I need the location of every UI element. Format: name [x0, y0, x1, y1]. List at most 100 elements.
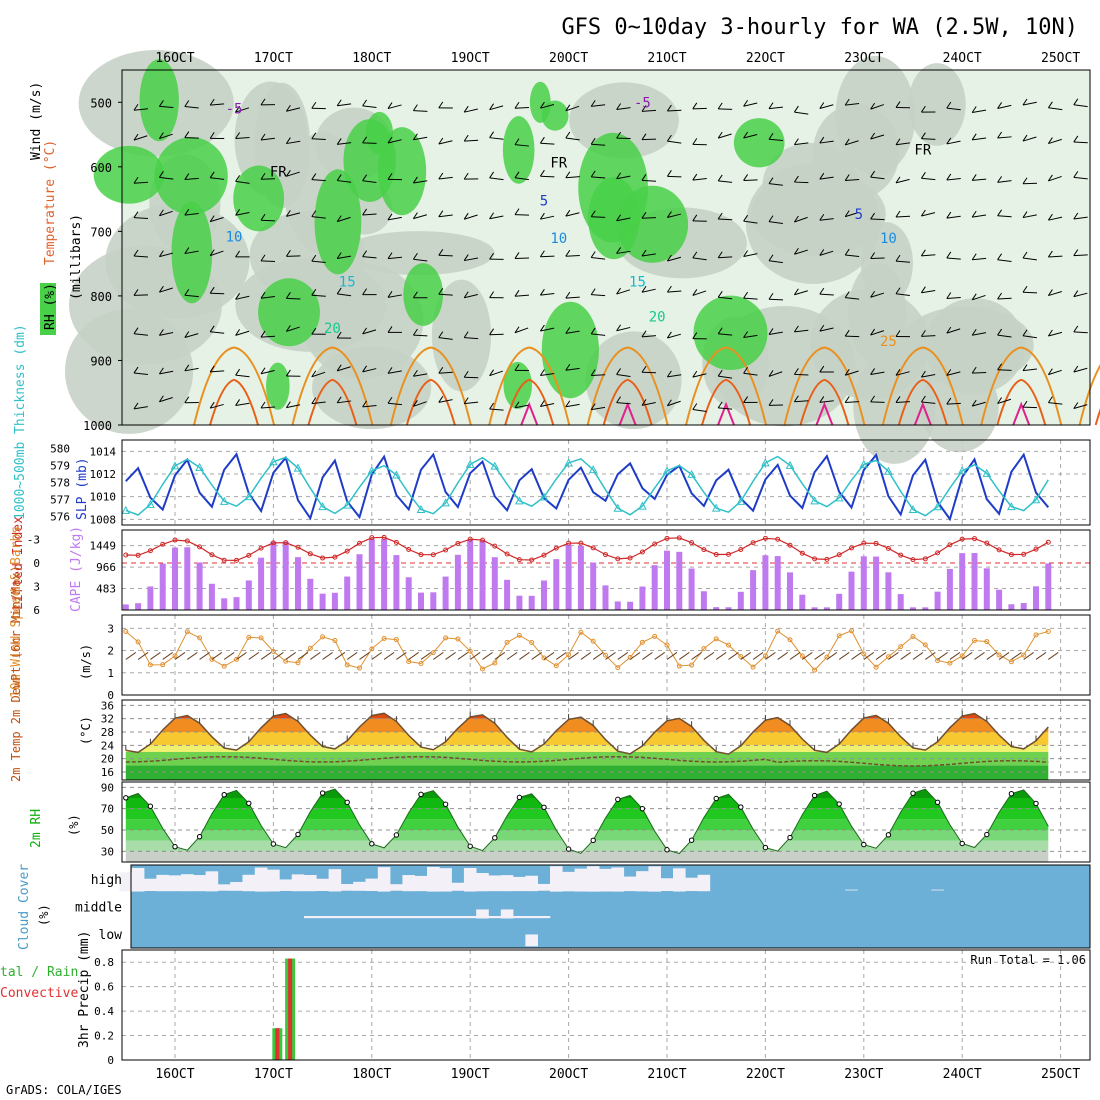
wind-barb-flag	[1022, 251, 1028, 259]
wind-barb-flag	[489, 328, 495, 335]
wind-barb	[210, 177, 225, 180]
wind-barb-flag	[209, 215, 215, 222]
wind-barb	[210, 103, 225, 106]
wind-barb	[159, 287, 173, 293]
surface-wind-barb	[162, 652, 173, 660]
wind-barb-flag	[717, 174, 723, 182]
wind-barb	[464, 214, 478, 220]
wind-speed-point	[861, 651, 867, 657]
wind-barb	[514, 294, 529, 297]
wind-barb-flag	[1047, 368, 1053, 375]
temp-tick-label: 20	[101, 753, 114, 766]
wind-speed-point	[480, 666, 485, 672]
wind-speed-point	[418, 661, 424, 667]
wind-barb-flag	[285, 325, 291, 332]
wind-barb-flag	[641, 399, 647, 406]
thickness-point	[170, 461, 180, 470]
surface-wind-barb	[740, 652, 752, 660]
rh-point	[664, 847, 670, 853]
cape-bar	[319, 593, 326, 610]
wind-barb-flag	[133, 211, 139, 218]
surface-wind-barb	[777, 652, 788, 660]
wind-barb	[946, 371, 961, 376]
wind-barb	[718, 407, 733, 410]
wind-speed-point	[639, 639, 645, 645]
wind-barb	[591, 104, 606, 107]
temperature-band	[125, 765, 1049, 780]
panel-frame-temp	[121, 699, 1091, 781]
wind-barb-flag	[209, 286, 215, 294]
lifted-index-point	[504, 551, 510, 557]
cloud-cell	[414, 916, 428, 919]
wind-barb	[464, 294, 478, 299]
cloud-unit-label: (%)	[37, 904, 51, 926]
wind-barb-flag	[946, 137, 952, 145]
wind-barb-flag	[590, 403, 596, 410]
wind-barb	[870, 330, 885, 336]
wind-barb-flag	[743, 99, 749, 107]
wind-barb-flag	[793, 288, 799, 296]
wind-speed-point	[775, 628, 781, 634]
surface-wind-barb	[457, 652, 469, 660]
wind-barb-flag	[692, 403, 698, 410]
lifted-index-point	[959, 536, 965, 542]
lifted-index-point	[443, 547, 449, 553]
wind-tick-label: 0	[107, 689, 114, 702]
rh-point	[615, 796, 621, 803]
surface-wind-barb	[654, 652, 665, 660]
precip-convective-bar	[275, 1028, 280, 1060]
wind-barb-flag	[870, 132, 876, 140]
rh-green-region	[365, 111, 393, 155]
wind-barb	[616, 175, 631, 180]
wind-barb-flag	[209, 401, 215, 409]
wind-barb	[159, 252, 174, 258]
wind-barb-flag	[285, 250, 291, 257]
wind-barb-flag	[692, 102, 698, 110]
wind-barb	[921, 290, 936, 294]
rh-green-region	[377, 127, 427, 216]
rh-axis-label: 2m RH	[29, 809, 44, 848]
date-label-top: 20OCT	[549, 51, 588, 66]
wind-barb-flag	[1022, 329, 1028, 337]
wind-barb-flag	[260, 254, 266, 262]
wind-barb	[591, 143, 606, 146]
pressure-tick-label: 700	[90, 225, 112, 239]
wind-speed-point	[849, 628, 854, 634]
wind-barb-flag	[920, 105, 926, 113]
wind-barb-flag	[743, 366, 749, 374]
surface-wind-barb	[900, 652, 911, 660]
wind-speed-point	[270, 649, 276, 655]
wind-barb-flag	[387, 252, 393, 259]
cloud-level-label-high: high	[91, 873, 122, 888]
wind-barb-flag	[412, 400, 418, 407]
wind-barb	[718, 375, 733, 379]
wind-barb-flag	[438, 101, 444, 109]
wind-barb	[438, 293, 453, 296]
cloud-cell	[131, 867, 145, 892]
wind-barb	[845, 212, 859, 218]
wind-barb	[565, 296, 580, 299]
wind-barb	[743, 253, 758, 258]
wind-barb-flag	[514, 138, 520, 145]
thickness-point	[613, 503, 623, 512]
date-label-bottom: 23OCT	[844, 1067, 883, 1082]
wind-barb	[565, 176, 580, 179]
lifted-index-point	[467, 536, 473, 542]
cape-bar	[504, 579, 511, 610]
wind-barb-flag	[133, 402, 139, 410]
wind-barb-flag	[870, 328, 876, 336]
wind-barb	[667, 400, 681, 407]
wind-barb-flag	[489, 171, 495, 179]
wind-barb-flag	[235, 208, 241, 216]
cloud-cell	[205, 871, 219, 892]
dewpoint-line	[125, 755, 1049, 767]
thickness-tick-label: 578	[50, 477, 70, 490]
surface-wind-barb	[543, 652, 555, 660]
wind-barb-flag	[387, 291, 393, 298]
wind-barb	[362, 404, 377, 408]
rh-point	[344, 799, 350, 806]
wind-barb	[1048, 255, 1063, 258]
wind-barb	[438, 176, 453, 180]
wind-barb	[235, 402, 250, 406]
thickness-point	[834, 493, 844, 502]
